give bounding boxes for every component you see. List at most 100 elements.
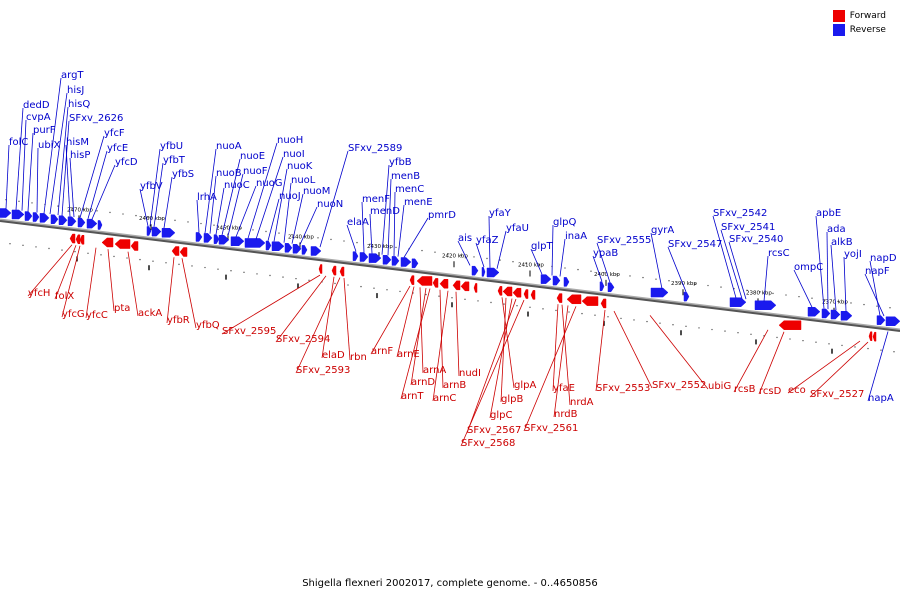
reverse-gene-arrow[interactable] bbox=[218, 235, 230, 245]
reverse-gene-arrow[interactable] bbox=[563, 277, 570, 287]
gene-label-sfxv-2594[interactable]: SFxv_2594 bbox=[276, 334, 330, 345]
reverse-gene-arrow[interactable] bbox=[650, 287, 669, 298]
forward-gene-arrow[interactable] bbox=[114, 239, 131, 249]
reverse-gene-arrow[interactable] bbox=[599, 281, 605, 292]
reverse-gene-arrow[interactable] bbox=[607, 282, 615, 293]
gene-label-ada[interactable]: ada bbox=[827, 224, 846, 235]
gene-label-nuob[interactable]: nuoB bbox=[216, 168, 242, 179]
forward-gene-arrow[interactable] bbox=[523, 289, 529, 299]
forward-gene-arrow[interactable] bbox=[179, 247, 188, 257]
gene-label-ubig[interactable]: ubiG bbox=[708, 381, 731, 392]
gene-label-menb[interactable]: menB bbox=[391, 171, 420, 182]
gene-label-hisp[interactable]: hisP bbox=[70, 150, 90, 161]
gene-label-menf[interactable]: menF bbox=[362, 194, 390, 205]
forward-gene-arrow[interactable] bbox=[868, 331, 873, 341]
reverse-gene-arrow[interactable] bbox=[39, 213, 50, 223]
gene-label-sfxv-2567[interactable]: SFxv_2567 bbox=[467, 425, 521, 436]
forward-gene-arrow[interactable] bbox=[432, 278, 439, 288]
forward-gene-arrow[interactable] bbox=[409, 275, 415, 285]
gene-label-lrha[interactable]: lrhA bbox=[197, 192, 217, 203]
reverse-gene-arrow[interactable] bbox=[195, 232, 203, 242]
reverse-gene-arrow[interactable] bbox=[146, 226, 152, 236]
forward-gene-arrow[interactable] bbox=[318, 264, 323, 274]
forward-gene-arrow[interactable] bbox=[600, 298, 607, 309]
reverse-gene-arrow[interactable] bbox=[203, 233, 213, 243]
gene-label-arnc[interactable]: arnC bbox=[433, 393, 456, 404]
forward-gene-arrow[interactable] bbox=[130, 241, 139, 251]
gene-label-napf[interactable]: napF bbox=[865, 266, 890, 277]
gene-label-yfcg[interactable]: yfcG bbox=[62, 309, 85, 320]
reverse-gene-arrow[interactable] bbox=[271, 241, 285, 251]
gene-label-glpq[interactable]: glpQ bbox=[553, 217, 576, 228]
reverse-gene-arrow[interactable] bbox=[230, 236, 245, 246]
forward-gene-arrow[interactable] bbox=[566, 294, 582, 305]
gene-label-glpt[interactable]: glpT bbox=[531, 241, 553, 252]
gene-label-apbe[interactable]: apbE bbox=[816, 208, 841, 219]
gene-label-rcsb[interactable]: rcsB bbox=[734, 384, 756, 395]
gene-label-yfbr[interactable]: yfbR bbox=[167, 315, 190, 326]
reverse-gene-arrow[interactable] bbox=[359, 252, 369, 262]
gene-label-sfxv-2547[interactable]: SFxv_2547 bbox=[668, 239, 722, 250]
reverse-gene-arrow[interactable] bbox=[11, 209, 25, 220]
gene-label-alkb[interactable]: alkB bbox=[831, 237, 853, 248]
gene-label-sfxv-2595[interactable]: SFxv_2595 bbox=[222, 326, 276, 337]
gene-label-yfbu[interactable]: yfbU bbox=[160, 141, 183, 152]
forward-gene-arrow[interactable] bbox=[171, 246, 180, 256]
reverse-gene-arrow[interactable] bbox=[400, 257, 412, 267]
gene-label-hisq[interactable]: hisQ bbox=[68, 99, 90, 110]
gene-label-nuon[interactable]: nuoN bbox=[317, 199, 343, 210]
reverse-gene-arrow[interactable] bbox=[754, 300, 777, 311]
gene-label-sfxv-2589[interactable]: SFxv_2589 bbox=[348, 143, 402, 154]
gene-label-gyra[interactable]: gyrA bbox=[651, 225, 674, 236]
forward-gene-arrow[interactable] bbox=[581, 296, 599, 306]
reverse-gene-arrow[interactable] bbox=[821, 308, 831, 319]
gene-label-nrdb[interactable]: nrdB bbox=[554, 409, 578, 420]
gene-label-yfcc[interactable]: yfcC bbox=[86, 310, 108, 321]
gene-label-menc[interactable]: menC bbox=[395, 184, 424, 195]
reverse-gene-arrow[interactable] bbox=[86, 218, 98, 229]
forward-gene-arrow[interactable] bbox=[69, 233, 76, 244]
forward-gene-arrow[interactable] bbox=[872, 331, 877, 342]
reverse-gene-arrow[interactable] bbox=[411, 258, 419, 269]
reverse-gene-arrow[interactable] bbox=[292, 244, 302, 254]
gene-label-folc[interactable]: folC bbox=[9, 137, 28, 148]
gene-label-acka[interactable]: ackA bbox=[138, 308, 162, 319]
reverse-gene-arrow[interactable] bbox=[840, 311, 853, 321]
gene-label-yfbv[interactable]: yfbV bbox=[140, 181, 163, 192]
gene-label-yfbb[interactable]: yfbB bbox=[389, 157, 412, 168]
gene-label-yfbt[interactable]: yfbT bbox=[163, 155, 186, 166]
reverse-gene-arrow[interactable] bbox=[161, 228, 176, 238]
gene-label-rbn[interactable]: rbn bbox=[350, 352, 367, 363]
reverse-gene-arrow[interactable] bbox=[552, 275, 561, 286]
gene-label-sfxv-2561[interactable]: SFxv_2561 bbox=[524, 423, 578, 434]
gene-label-pta[interactable]: pta bbox=[114, 303, 130, 314]
reverse-gene-arrow[interactable] bbox=[67, 216, 77, 227]
gene-label-glpa[interactable]: glpA bbox=[514, 380, 536, 391]
gene-label-sfxv-2527[interactable]: SFxv_2527 bbox=[810, 389, 864, 400]
forward-gene-arrow[interactable] bbox=[502, 286, 513, 297]
forward-gene-arrow[interactable] bbox=[473, 283, 478, 293]
gene-label-nuoa[interactable]: nuoA bbox=[216, 141, 242, 152]
gene-label-cvpa[interactable]: cvpA bbox=[26, 112, 51, 123]
reverse-gene-arrow[interactable] bbox=[352, 251, 359, 261]
reverse-gene-arrow[interactable] bbox=[151, 226, 162, 237]
forward-gene-arrow[interactable] bbox=[512, 287, 522, 298]
reverse-gene-arrow[interactable] bbox=[97, 220, 103, 230]
gene-label-nrda[interactable]: nrdA bbox=[570, 397, 594, 408]
gene-label-yfae[interactable]: yfaE bbox=[553, 383, 575, 394]
forward-gene-arrow[interactable] bbox=[416, 276, 433, 286]
reverse-gene-arrow[interactable] bbox=[807, 306, 821, 317]
gene-label-yfch[interactable]: yfcH bbox=[28, 288, 50, 299]
reverse-gene-arrow[interactable] bbox=[265, 240, 272, 251]
gene-label-arnf[interactable]: arnF bbox=[371, 346, 393, 357]
reverse-gene-arrow[interactable] bbox=[24, 211, 33, 221]
reverse-gene-arrow[interactable] bbox=[885, 316, 900, 327]
gene-label-nuoi[interactable]: nuoI bbox=[283, 149, 305, 160]
reverse-gene-arrow[interactable] bbox=[683, 291, 690, 302]
gene-label-ubix[interactable]: ubiX bbox=[38, 140, 60, 151]
gene-label-yfbs[interactable]: yfbS bbox=[172, 169, 194, 180]
gene-label-hism[interactable]: hisM bbox=[66, 137, 89, 148]
gene-label-sfxv-2540[interactable]: SFxv_2540 bbox=[729, 234, 783, 245]
gene-label-yoji[interactable]: yojI bbox=[844, 249, 862, 260]
gene-label-sfxv-2555[interactable]: SFxv_2555 bbox=[597, 235, 651, 246]
